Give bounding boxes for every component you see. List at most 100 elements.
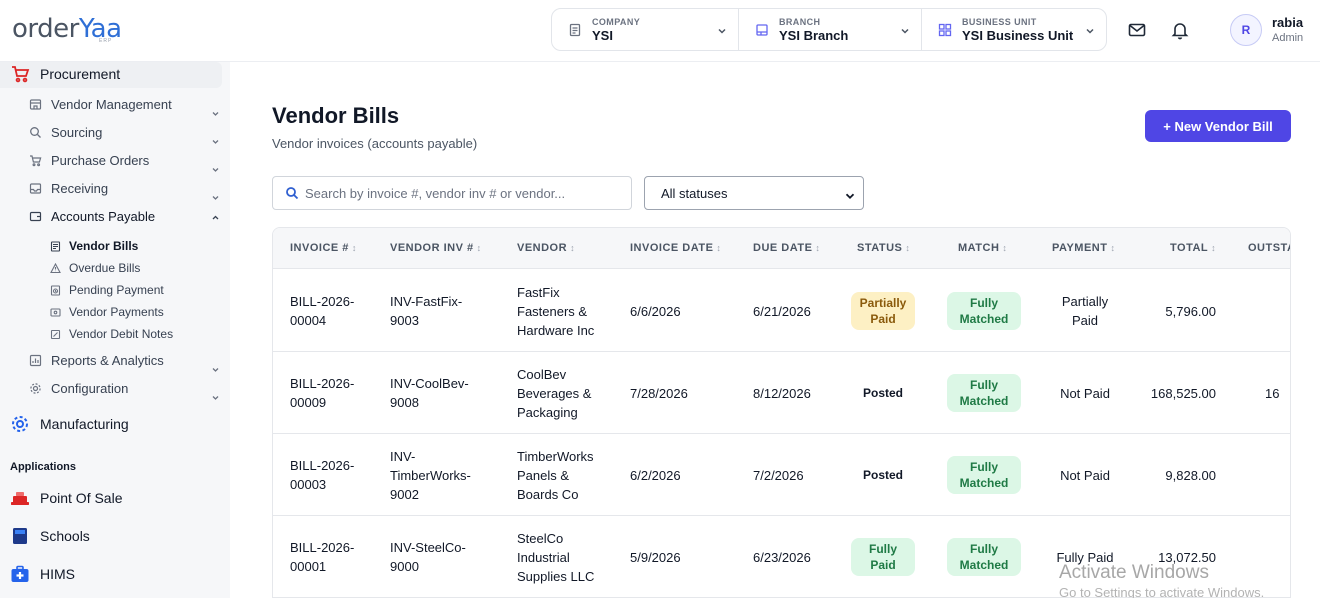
table-row[interactable]: BILL-2026- 00004 INV-FastFix- 9003 FastFix Fa…: [273, 270, 1290, 352]
clock-file-icon: [50, 284, 61, 296]
chevron-down-icon[interactable]: [211, 161, 220, 172]
column-header-vendor-inv[interactable]: VENDOR INV # ↕: [390, 242, 482, 254]
cell-total: 5,796.00: [1165, 304, 1216, 319]
cell-invoice: BILL-2026- 00009: [290, 376, 355, 410]
chevron-down-icon[interactable]: [211, 361, 220, 372]
sidebar-item-schools[interactable]: Schools: [10, 526, 90, 546]
table-row[interactable]: BILL-2026- 00003 INV- TimberWorks- 9002 Timbe…: [273, 434, 1290, 516]
sidebar-item-hims[interactable]: HIMS: [10, 564, 75, 584]
store-icon: [755, 23, 769, 37]
table-row[interactable]: BILL-2026- 00009 INV-CoolBev- 9008 CoolBev Be…: [273, 352, 1290, 434]
sidebar-item-procurement[interactable]: Procurement: [10, 64, 120, 84]
cell-payment: Not Paid: [1060, 386, 1110, 401]
sidebar-item-pending-payment[interactable]: Pending Payment: [50, 283, 164, 297]
business-unit-caption: BUSINESS UNIT: [962, 16, 1037, 27]
chevron-down-icon[interactable]: [211, 189, 220, 200]
chart-icon: [29, 354, 42, 367]
cell-total: 168,525.00: [1150, 386, 1216, 401]
user-name[interactable]: rabia: [1272, 15, 1304, 30]
sidebar: Procurement Vendor Management Sourcing P…: [0, 62, 230, 598]
column-header-payment[interactable]: PAYMENT ↕: [1052, 242, 1116, 254]
avatar[interactable]: R: [1230, 14, 1262, 46]
note-icon: [50, 329, 61, 340]
status-badge: Fully Paid: [851, 538, 915, 576]
mail-icon[interactable]: [1127, 20, 1147, 40]
sidebar-item-point-of-sale[interactable]: Point Of Sale: [10, 488, 123, 508]
column-header-invoice[interactable]: INVOICE # ↕: [290, 242, 357, 254]
inbox-icon: [29, 182, 42, 195]
cell-invoice-date: 6/6/2026: [630, 304, 681, 319]
sidebar-item-accounts-payable[interactable]: Accounts Payable: [29, 209, 155, 224]
top-bar: orderYaa ERP COMPANY YSI BRANCH YSI Bran…: [0, 0, 1320, 62]
cell-outstanding: 16: [1265, 386, 1280, 401]
column-header-total[interactable]: TOTAL ↕: [1170, 242, 1217, 254]
status-badge: Posted: [862, 468, 903, 482]
cell-total: 9,828.00: [1165, 468, 1216, 483]
app-logo[interactable]: orderYaa: [12, 14, 122, 44]
sidebar-item-vendor-debit-notes[interactable]: Vendor Debit Notes: [50, 327, 173, 341]
sidebar-item-vendor-payments[interactable]: Vendor Payments: [50, 305, 164, 319]
match-badge: Fully Matched: [947, 292, 1021, 330]
applications-heading: Applications: [10, 461, 77, 473]
column-header-match[interactable]: MATCH ↕: [958, 242, 1008, 254]
status-filter-value: All statuses: [661, 185, 728, 201]
company-selector[interactable]: COMPANY YSI: [552, 9, 738, 50]
cell-payment: Partially Paid: [1061, 294, 1109, 328]
vendor-bills-table: INVOICE # ↕ VENDOR INV # ↕ VENDOR ↕ INVOICE…: [272, 227, 1291, 598]
cell-vendor-inv: INV-FastFix- 9003: [390, 294, 463, 328]
grid-icon: [938, 23, 952, 37]
sidebar-item-reports-analytics[interactable]: Reports & Analytics: [29, 353, 164, 368]
company-value: YSI: [592, 27, 613, 43]
sidebar-item-vendor-management[interactable]: Vendor Management: [29, 97, 172, 112]
sidebar-item-receiving[interactable]: Receiving: [29, 181, 108, 196]
sidebar-item-purchase-orders[interactable]: Purchase Orders: [29, 153, 149, 168]
context-switcher: COMPANY YSI BRANCH YSI Branch: [551, 8, 1107, 51]
sidebar-item-vendor-bills[interactable]: Vendor Bills: [50, 239, 138, 253]
document-icon: [568, 23, 582, 37]
chevron-up-icon[interactable]: [211, 209, 220, 220]
cell-due-date: 6/21/2026: [753, 304, 811, 319]
new-vendor-bill-button[interactable]: + New Vendor Bill: [1145, 110, 1291, 142]
chevron-down-icon[interactable]: [211, 133, 220, 144]
cart-icon: [29, 154, 42, 167]
store-icon: [29, 98, 42, 111]
wallet-icon: [29, 210, 42, 223]
register-icon: [10, 488, 30, 508]
status-filter-select[interactable]: All statuses: [644, 176, 864, 210]
receipt-icon: [50, 240, 61, 252]
cell-invoice-date: 6/2/2026: [630, 468, 681, 483]
status-badge: Partially Paid: [851, 292, 915, 330]
search-input[interactable]: [305, 185, 615, 201]
cell-due-date: 6/23/2026: [753, 550, 811, 565]
sidebar-item-configuration[interactable]: Configuration: [29, 381, 128, 396]
business-unit-selector[interactable]: BUSINESS UNIT YSI Business Unit: [921, 9, 1106, 50]
sidebar-item-sourcing[interactable]: Sourcing: [29, 125, 102, 140]
page-title: Vendor Bills: [272, 103, 400, 128]
page-subtitle: Vendor invoices (accounts payable): [272, 136, 478, 151]
column-header-status[interactable]: STATUS ↕: [857, 242, 911, 254]
column-header-outstanding[interactable]: OUTSTA: [1248, 242, 1291, 254]
table-header: INVOICE # ↕ VENDOR INV # ↕ VENDOR ↕ INVOICE…: [273, 228, 1291, 269]
business-unit-value: YSI Business Unit: [962, 27, 1074, 43]
branch-selector[interactable]: BRANCH YSI Branch: [738, 9, 921, 50]
cell-payment: Fully Paid: [1056, 550, 1114, 565]
sidebar-item-manufacturing[interactable]: Manufacturing: [10, 414, 129, 434]
sidebar-item-overdue-bills[interactable]: Overdue Bills: [50, 261, 140, 275]
chevron-down-icon: [1084, 24, 1096, 36]
column-header-invoice-date[interactable]: INVOICE DATE ↕: [630, 242, 722, 254]
app-logo-subtitle: ERP: [99, 38, 113, 44]
cell-vendor: FastFix Fasteners & Hardware Inc: [517, 285, 595, 338]
gear-icon: [29, 382, 42, 395]
cart-icon: [10, 64, 30, 84]
bell-icon[interactable]: [1170, 20, 1190, 40]
column-header-due-date[interactable]: DUE DATE ↕: [753, 242, 821, 254]
table-row[interactable]: BILL-2026- 00001 INV-SteelCo- 9000 SteelCo In…: [273, 516, 1290, 597]
cell-vendor-inv: INV- TimberWorks- 9002: [390, 449, 471, 502]
chevron-down-icon[interactable]: [211, 105, 220, 116]
chevron-down-icon[interactable]: [211, 389, 220, 400]
user-role: Admin: [1272, 32, 1304, 44]
search-icon: [29, 126, 42, 139]
column-header-vendor[interactable]: VENDOR ↕: [517, 242, 576, 254]
company-caption: COMPANY: [592, 16, 641, 27]
cell-payment: Not Paid: [1060, 468, 1110, 483]
